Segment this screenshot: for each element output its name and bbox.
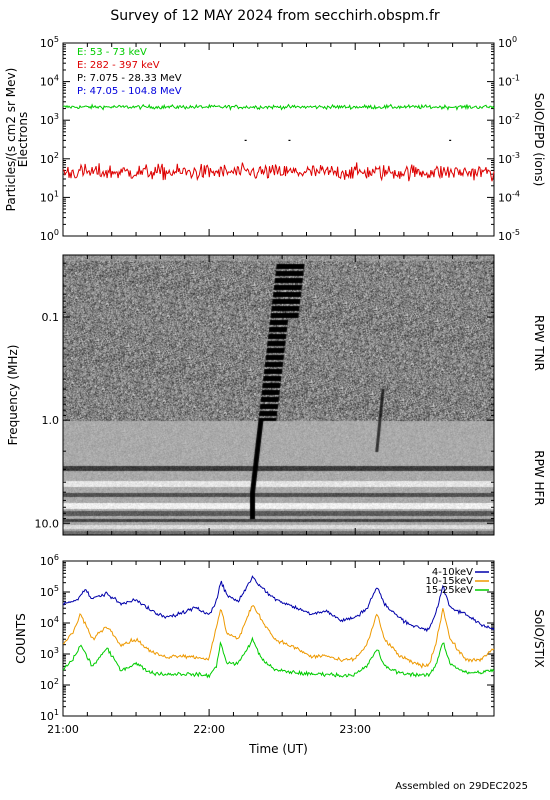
epd-right-tick-label: 10-3 [498,151,520,166]
epd-right-label: SolO/EPD (ions) [532,93,546,187]
rpw-tnr-label: RPW TNR [532,315,546,371]
epd-y-tick-label: 101 [40,189,59,204]
epd-legend-entry: P: 47.05 - 104.8 MeV [77,86,182,97]
rpw-spectrogram [63,255,494,535]
epd-legend-entry: E: 53 - 73 keV [77,47,147,58]
x-tick-label: 22:00 [193,723,225,736]
x-tick-label: 23:00 [339,723,371,736]
stix-legend-entry: 10-15keV [426,576,474,587]
stix-legend-entry: 4-10keV [432,567,473,578]
epd-y-tick-label: 104 [40,74,59,89]
epd-y-axis-label: Particles/(s cm2 sr Mev) [4,68,18,212]
epd-right-tick-label: 10-2 [498,112,520,127]
epd-right-tick-label: 10-5 [498,228,520,243]
epd-y-tick-label: 102 [40,151,59,166]
rpw-y-tick-label: 10.0 [35,517,60,530]
epd-y-tick-label: 105 [40,35,59,50]
epd-series-line-1 [62,162,495,182]
rpw-y-tick-label: 0.1 [42,311,60,324]
stix-y-tick-label: 103 [40,646,59,661]
rpw-hfr-label: RPW HFR [532,450,546,506]
epd-y-axis-label: Electrons [16,112,30,167]
epd-legend-entry: P: 7.075 - 28.33 MeV [77,73,182,84]
epd-right-tick-label: 10-1 [498,74,520,89]
stix-series-line-0 [62,575,495,633]
stix-legend-entry: 15-25keV [426,585,474,596]
x-tick-label: 21:00 [47,723,79,736]
stix-panel-frame [62,560,495,717]
stix-y-tick-label: 101 [40,708,59,723]
page-title: Survey of 12 MAY 2024 from secchirh.obsp… [110,8,440,24]
stix-y-tick-label: 105 [40,584,59,599]
epd-panel-frame [62,42,495,237]
stix-y-tick-label: 104 [40,615,59,630]
rpw-panel-frame [62,254,495,536]
epd-y-tick-label: 100 [40,228,59,243]
footer-note: Assembled on 29DEC2025 [395,781,528,792]
stix-series-line-2 [62,636,495,679]
epd-y-tick-label: 103 [40,112,59,127]
epd-right-tick-label: 100 [498,35,517,50]
stix-series-line-1 [62,605,495,669]
epd-right-tick-label: 10-4 [498,189,520,204]
stix-y-tick-label: 106 [40,553,59,568]
rpw-y-tick-label: 1.0 [42,414,60,427]
x-axis-label: Time (UT) [248,742,308,756]
stix-right-label: SolO/STIX [532,609,546,668]
epd-series-line-0 [62,103,495,112]
rpw-y-axis-label: Frequency (MHz) [6,345,20,446]
stix-y-axis-label: COUNTS [14,613,28,664]
epd-legend-entry: E: 282 - 397 keV [77,60,160,71]
stix-y-tick-label: 102 [40,677,59,692]
